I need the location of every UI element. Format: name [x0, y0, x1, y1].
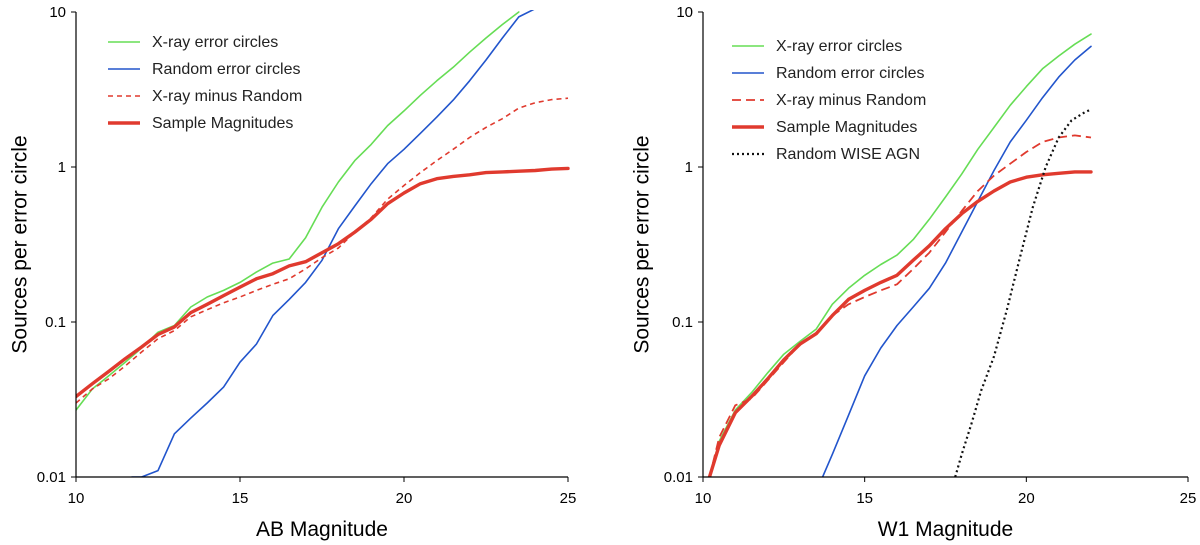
series-group	[76, 10, 570, 477]
x-tick-label: 15	[856, 490, 873, 507]
series-line-random-error-circles	[821, 45, 1092, 477]
series-line-random-wise-agn	[954, 108, 1092, 477]
legend: X-ray error circles Random error circles X…	[732, 38, 926, 163]
y-tick-label: 0.01	[664, 469, 693, 486]
legend-label: Sample Magnitudes	[776, 119, 917, 136]
legend-label: X-ray error circles	[776, 38, 902, 55]
y-tick-label: 1	[685, 159, 693, 176]
y-tick-label: 10	[676, 4, 693, 21]
x-tick-label: 20	[396, 490, 413, 507]
y-axis-title: Sources per error circle	[631, 135, 654, 353]
series-line-sample-magnitudes	[707, 170, 1093, 477]
x-tick-label: 25	[560, 490, 577, 507]
series-line-sample-magnitudes	[76, 166, 570, 399]
legend-label: Random error circles	[776, 65, 924, 82]
x-axis-title: AB Magnitude	[256, 518, 388, 541]
legend-label: Random error circles	[152, 61, 300, 78]
legend: X-ray error circles Random error circles X…	[108, 34, 302, 132]
legend-label: Sample Magnitudes	[152, 115, 293, 132]
x-tick-label: 10	[68, 490, 85, 507]
series-line-x-ray-minus-random	[708, 134, 1092, 477]
x-tick-label: 25	[1180, 490, 1197, 507]
y-tick-label: 0.1	[672, 314, 693, 331]
right-panel-w1-magnitude: 10 15 20 25 0.01 0.1 1 10 W1 Magnitude Sources pe…	[631, 4, 1197, 541]
y-tick-label: 0.01	[37, 469, 66, 486]
x-tick-label: 10	[695, 490, 712, 507]
x-tick-label: 15	[232, 490, 249, 507]
left-panel-ab-magnitude: 10 15 20 25 0.01 0.1 1 10 AB Magnitude Sources pe…	[9, 4, 577, 541]
y-tick-label: 0.1	[45, 314, 66, 331]
series-line-random-error-circles	[131, 10, 535, 477]
x-axis-title: W1 Magnitude	[878, 518, 1013, 541]
x-tick-label: 20	[1018, 490, 1035, 507]
legend-label: X-ray minus Random	[152, 88, 302, 105]
series-line-x-ray-error-circles	[708, 33, 1092, 477]
legend-label: X-ray minus Random	[776, 92, 926, 109]
series-group	[707, 33, 1093, 477]
y-tick-label: 10	[49, 4, 66, 21]
legend-label: X-ray error circles	[152, 34, 278, 51]
y-axis-title: Sources per error circle	[9, 135, 32, 353]
y-tick-label: 1	[58, 159, 66, 176]
legend-label: Random WISE AGN	[776, 146, 920, 163]
series-line-x-ray-minus-random	[76, 97, 569, 404]
